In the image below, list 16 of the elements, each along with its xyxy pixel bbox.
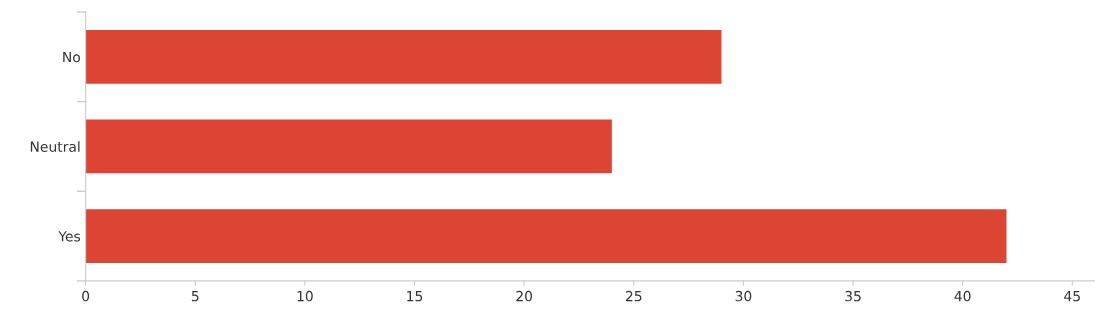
y-tick-label: No	[63, 51, 80, 63]
x-tick-label: 25	[625, 290, 642, 302]
x-tick-label: 5	[191, 291, 199, 302]
x-tick-label: 45	[1064, 291, 1080, 302]
bar	[85, 209, 1007, 263]
x-tick-label: 10	[297, 290, 313, 302]
x-tick-label: 40	[954, 290, 971, 302]
x-tick-label: 35	[845, 290, 861, 302]
bar	[85, 29, 722, 84]
y-tick-label: Neutral	[30, 141, 80, 152]
x-tick-label: 20	[516, 290, 533, 302]
y-tick-label: Yes	[58, 231, 81, 242]
bar	[85, 119, 612, 174]
x-tick-label: 0	[82, 290, 90, 302]
x-tick-label: 15	[407, 291, 423, 302]
x-tick-label: 30	[735, 290, 752, 302]
